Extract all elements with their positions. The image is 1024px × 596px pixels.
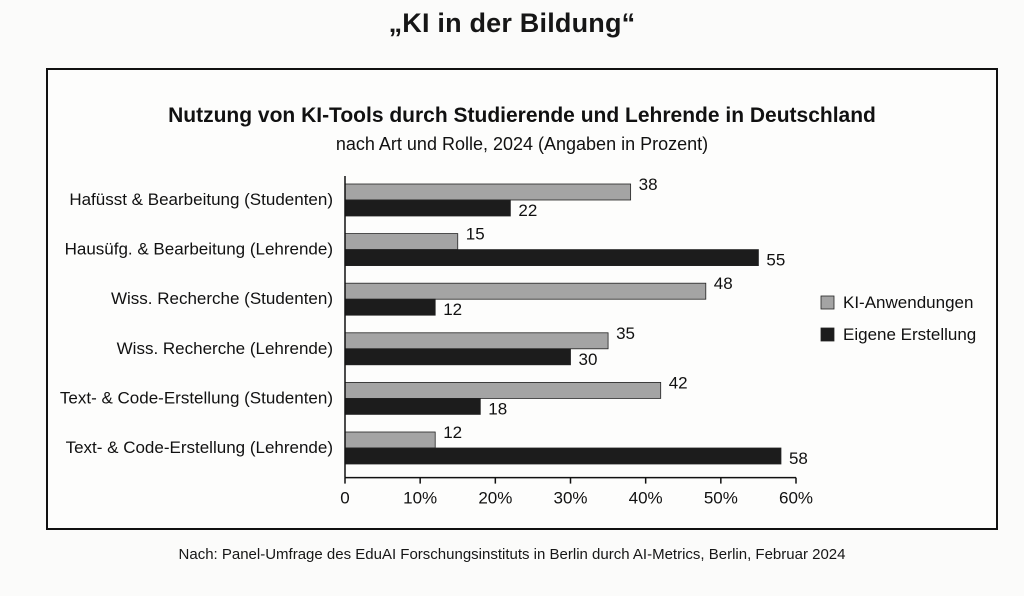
bar-eigene-erstellung <box>344 397 481 415</box>
data-label: 48 <box>714 274 733 293</box>
bar-ki-anwendungen <box>344 183 632 201</box>
data-label: 58 <box>789 449 808 468</box>
bars-layer: 38 22 15 55 48 12 35 30 42 18 12 58 <box>344 175 808 468</box>
data-label: 42 <box>669 373 688 392</box>
chart-title: Nutzung von KI-Tools durch Studierende u… <box>168 104 876 127</box>
category-label: Wiss. Recherche (Studenten) <box>111 289 333 308</box>
x-axis: 0 10% 20% 30% 40% 50% 60% <box>340 176 813 508</box>
category-labels: Hafüsst & Bearbeitung (Studenten) Hausüfg… <box>60 190 333 457</box>
x-tick-label: 60% <box>779 489 813 508</box>
data-label: 18 <box>488 399 507 418</box>
category-label: Text- & Code-Erstellung (Lehrende) <box>66 438 333 457</box>
data-label: 12 <box>443 300 462 319</box>
bar-ki-anwendungen <box>344 332 609 350</box>
bar-eigene-erstellung <box>344 447 782 465</box>
legend-label: KI-Anwendungen <box>843 293 973 312</box>
bar-ki-anwendungen <box>344 233 459 251</box>
legend-label: Eigene Erstellung <box>843 325 976 344</box>
data-label: 22 <box>518 201 537 220</box>
legend: KI-Anwendungen Eigene Erstellung <box>820 293 976 344</box>
page-headline: „KI in der Bildung“ <box>388 8 636 38</box>
data-label: 30 <box>579 350 598 369</box>
x-tick-label: 10% <box>403 489 437 508</box>
bar-ki-anwendungen <box>344 282 707 300</box>
data-label: 38 <box>639 175 658 194</box>
category-label: Hafüsst & Bearbeitung (Studenten) <box>69 190 333 209</box>
category-label: Hausüfg. & Bearbeitung (Lehrende) <box>65 240 333 259</box>
x-tick-label: 40% <box>629 489 663 508</box>
bar-eigene-erstellung <box>344 348 571 366</box>
bar-eigene-erstellung <box>344 199 511 217</box>
bar-ki-anwendungen <box>344 381 662 399</box>
chart-subtitle: nach Art und Rolle, 2024 (Angaben in Pro… <box>336 134 708 154</box>
data-label: 55 <box>766 251 785 270</box>
x-tick-label: 30% <box>553 489 587 508</box>
bar-eigene-erstellung <box>344 249 759 267</box>
legend-swatch-eigene-erstellung <box>820 327 835 342</box>
data-label: 15 <box>466 225 485 244</box>
x-tick-label: 20% <box>478 489 512 508</box>
data-label: 35 <box>616 324 635 343</box>
source-note: Nach: Panel-Umfrage des EduAI Forschungs… <box>178 546 846 563</box>
category-label: Text- & Code-Erstellung (Studenten) <box>60 388 333 407</box>
bar-eigene-erstellung <box>344 298 436 316</box>
category-label: Wiss. Recherche (Lehrende) <box>117 339 333 358</box>
x-tick-label: 0 <box>340 489 349 508</box>
bar-ki-anwendungen <box>344 431 436 449</box>
chart-frame: Nutzung von KI-Tools durch Studierende u… <box>46 68 998 530</box>
bar-chart: Nutzung von KI-Tools durch Studierende u… <box>60 104 976 508</box>
legend-swatch-ki-anwendungen <box>820 295 835 310</box>
data-label: 12 <box>443 423 462 442</box>
x-tick-label: 50% <box>704 489 738 508</box>
